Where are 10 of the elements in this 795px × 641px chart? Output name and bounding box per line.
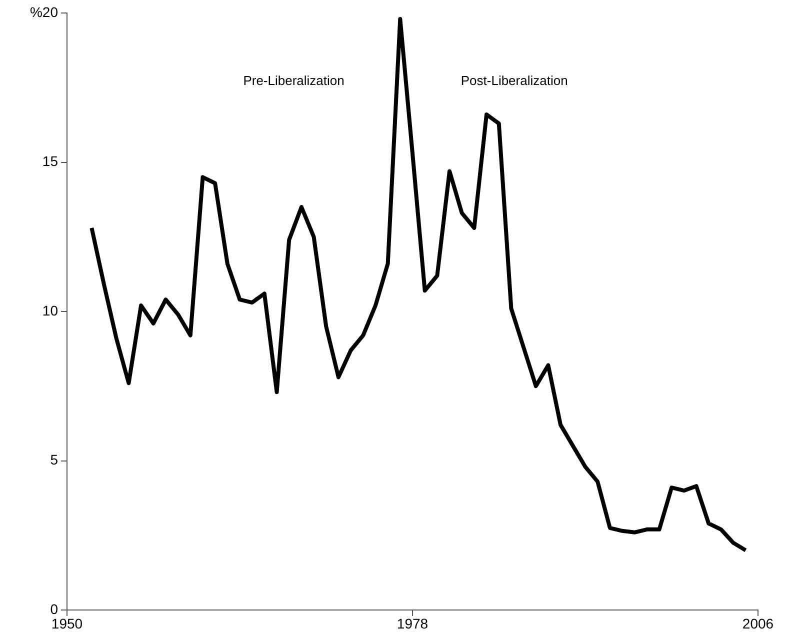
y-tick-label: 5 — [50, 452, 58, 468]
annotation: Post-Liberalization — [460, 73, 568, 88]
y-tick-label: 15 — [42, 153, 58, 170]
y-tick-label: %20 — [30, 4, 58, 20]
x-tick-label: 1978 — [396, 615, 428, 632]
y-tick-label: 0 — [50, 600, 58, 617]
annotation: Pre-Liberalization — [243, 73, 344, 88]
x-tick-label: 2006 — [742, 615, 774, 632]
x-tick-label: 1950 — [51, 615, 83, 632]
y-tick-label: 10 — [42, 302, 58, 318]
